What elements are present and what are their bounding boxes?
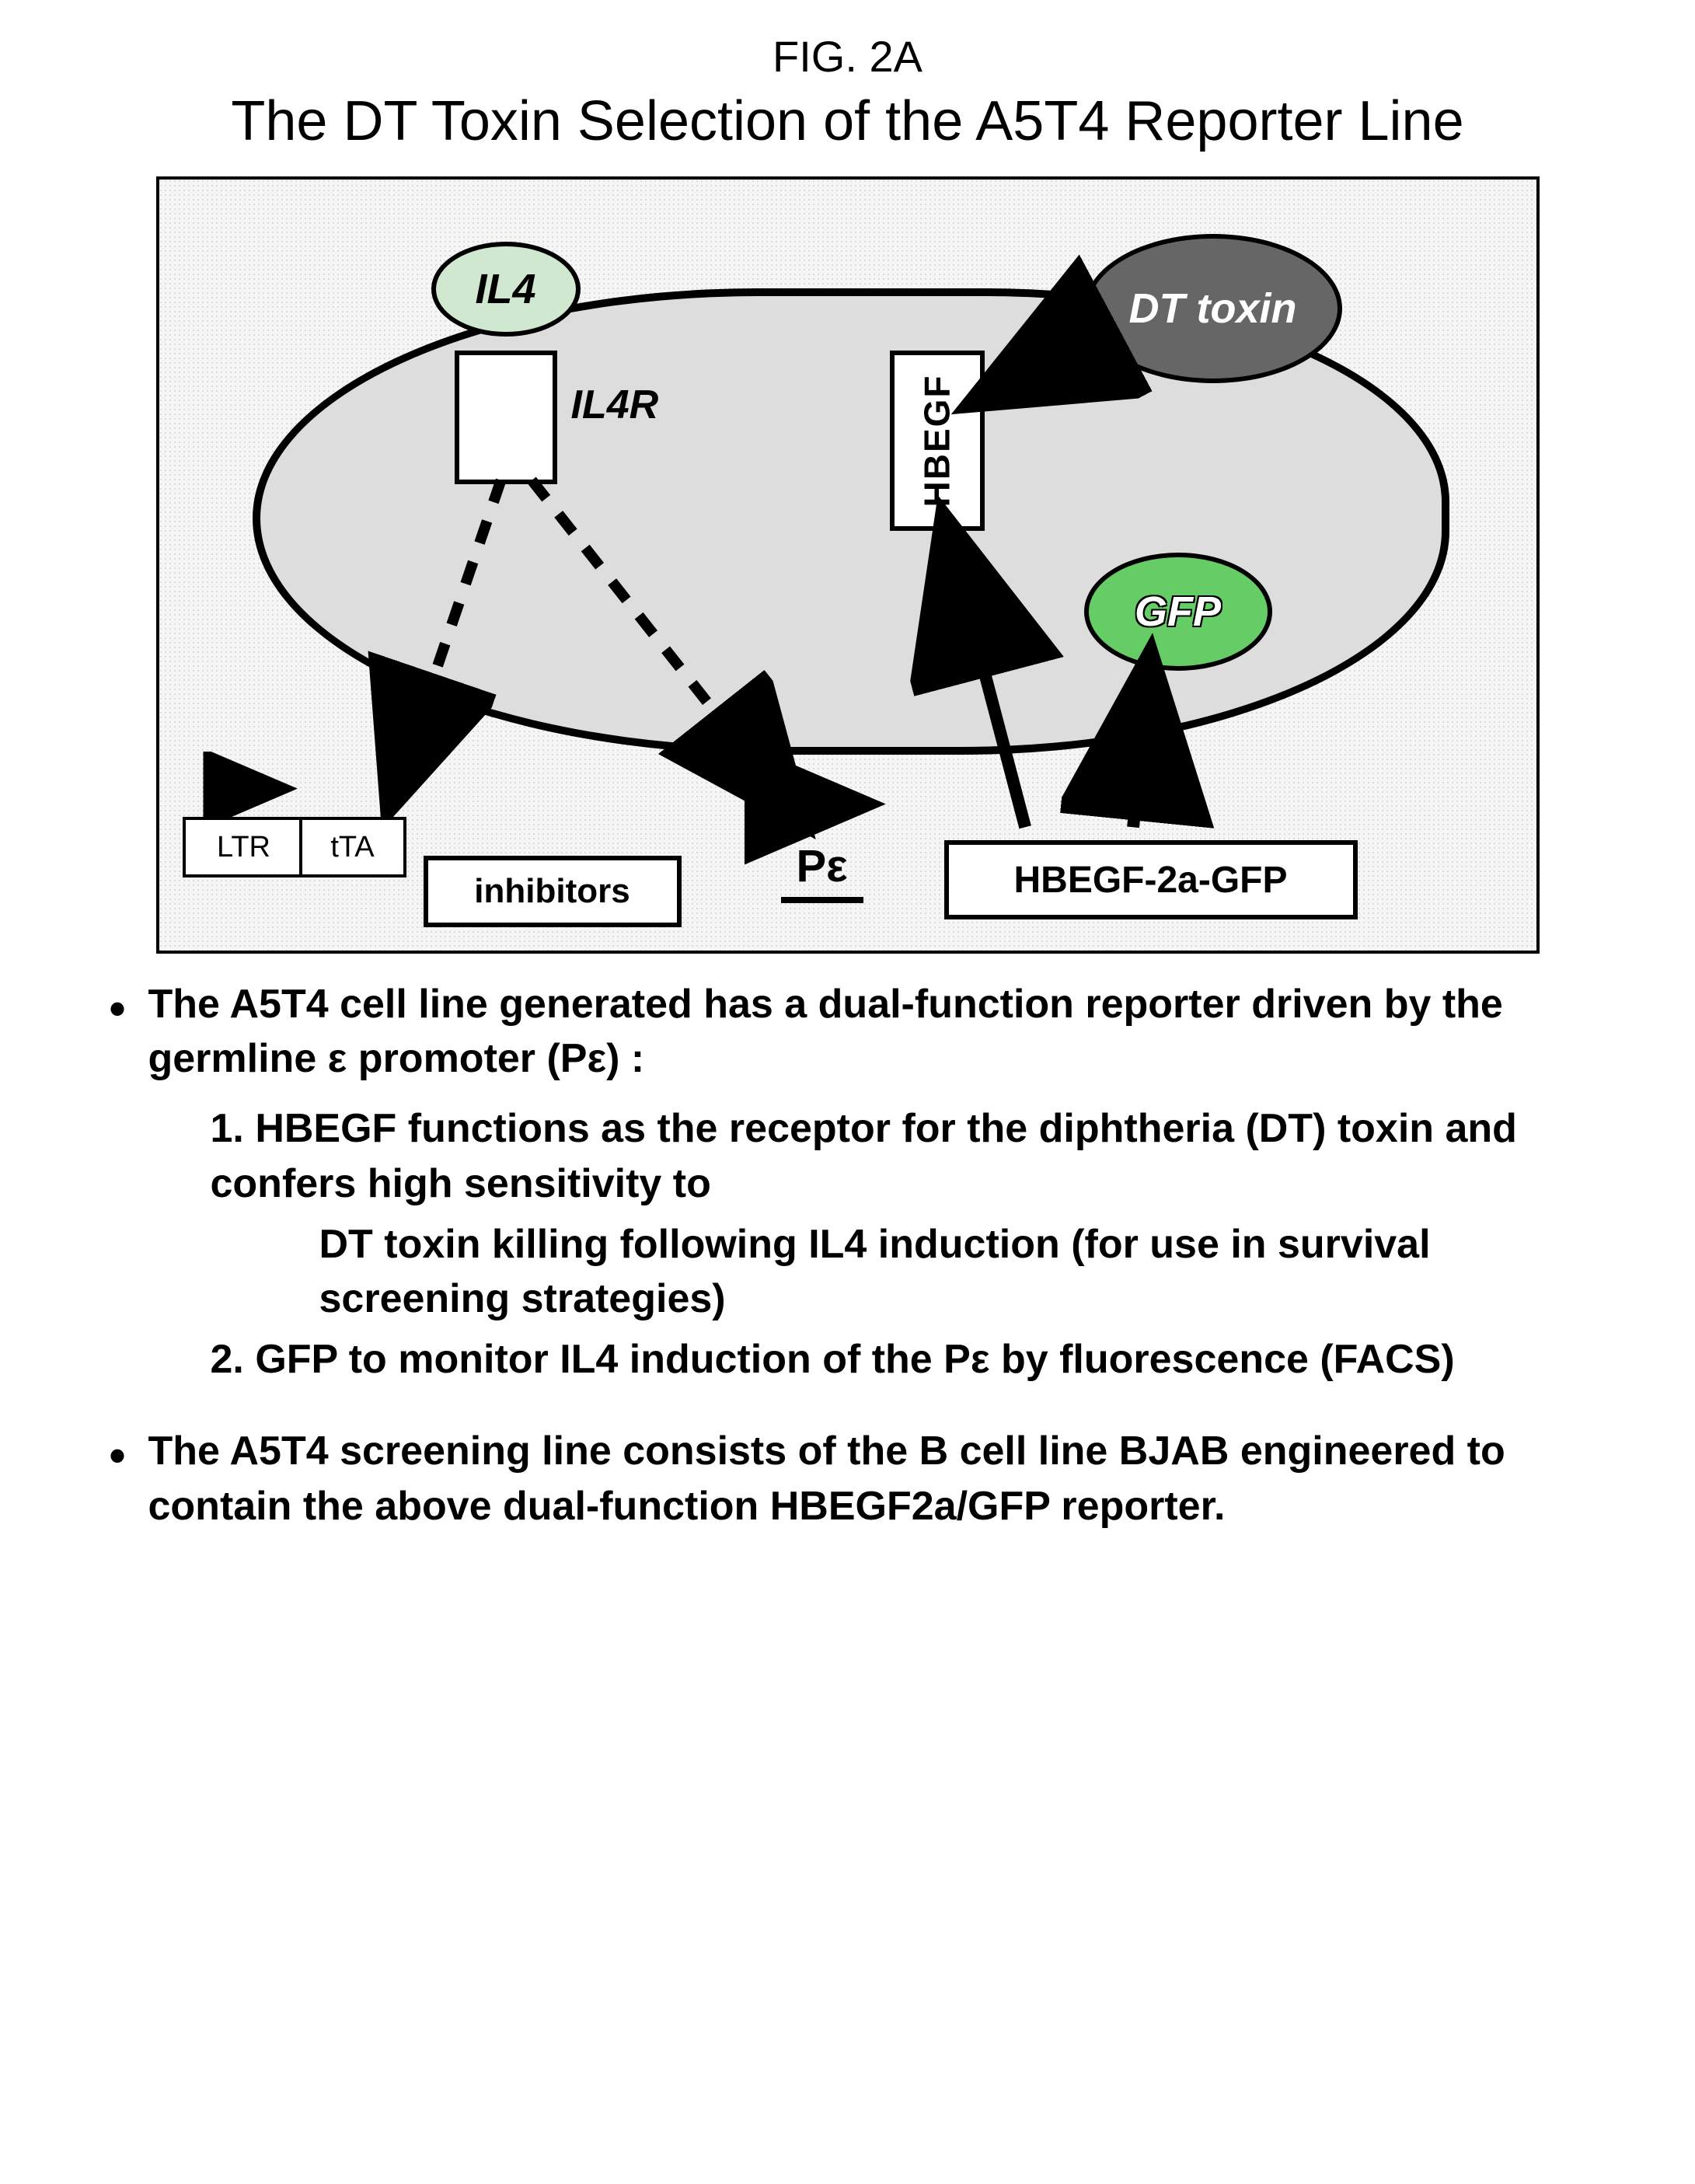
bullet-1-sub1b: DT toxin killing following IL4 induction… <box>211 1217 1586 1326</box>
bullet-2-text: The A5T4 screening line consists of the … <box>148 1429 1505 1528</box>
construct-box: HBEGF-2a-GFP <box>944 840 1358 919</box>
tta-box: tTA <box>299 817 406 877</box>
pe-promoter: Pε <box>781 840 863 903</box>
figure-label: FIG. 2A <box>31 31 1664 82</box>
il4-ligand: IL4 <box>431 242 581 337</box>
diagram-panel: IL4 IL4R HBEGF DT toxin GFP <box>156 176 1540 954</box>
inhibitors-box: inhibitors <box>424 856 682 927</box>
hbegf-receptor: HBEGF <box>890 351 985 531</box>
ltr-box: LTR <box>183 817 305 877</box>
bullet-1-text: The A5T4 cell line generated has a dual-… <box>148 982 1503 1081</box>
dt-toxin: DT toxin <box>1084 234 1342 383</box>
hbegf-label: HBEGF <box>916 375 958 508</box>
bullet-2: The A5T4 screening line consists of the … <box>110 1424 1586 1533</box>
gfp-marker: GFP <box>1084 553 1272 671</box>
bullet-1-sub2: 2. GFP to monitor IL4 induction of the P… <box>211 1332 1586 1387</box>
bullet-1: The A5T4 cell line generated has a dual-… <box>110 977 1586 1387</box>
il4r-label: IL4R <box>571 382 659 428</box>
page-title: The DT Toxin Selection of the A5T4 Repor… <box>31 89 1664 153</box>
bullet-list: The A5T4 cell line generated has a dual-… <box>110 977 1586 1533</box>
bullet-1-sub1: 1. HBEGF functions as the receptor for t… <box>211 1101 1586 1210</box>
il4r-receptor <box>455 351 557 484</box>
